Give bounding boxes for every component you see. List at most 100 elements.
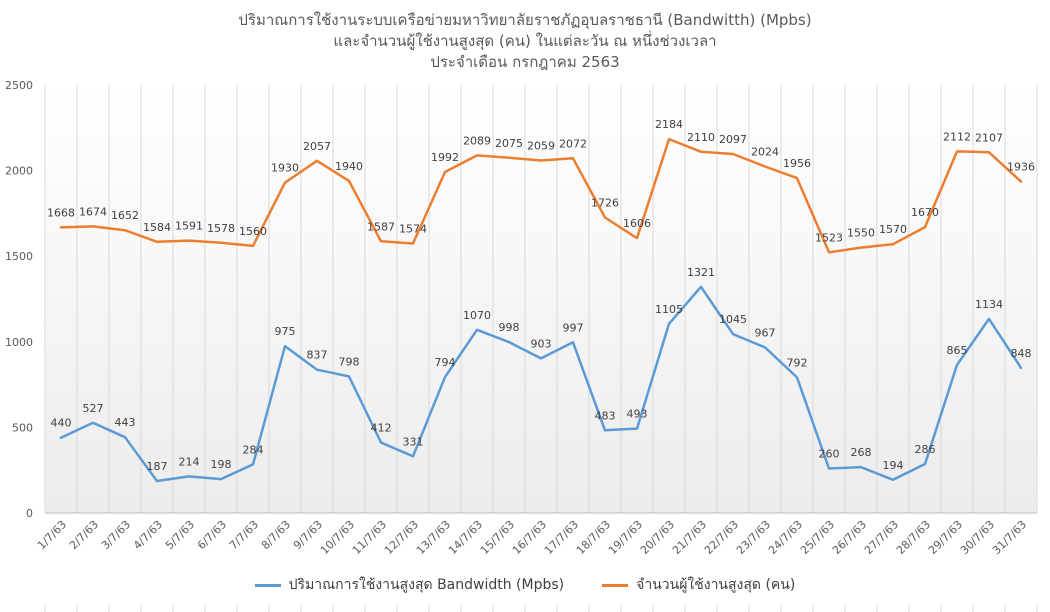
- data-label-bandwidth: 440: [51, 417, 72, 430]
- data-label-bandwidth: 1134: [975, 298, 1003, 311]
- data-label-users: 1956: [783, 157, 811, 170]
- x-tick-label: 25/7/63: [798, 518, 837, 557]
- legend-swatch-bandwidth: [254, 583, 281, 587]
- x-tick-label: 8/7/63: [259, 518, 293, 552]
- x-tick-label: 5/7/63: [163, 518, 197, 552]
- data-label-users: 1930: [271, 162, 299, 175]
- x-tick-label: 7/7/63: [227, 518, 261, 552]
- data-label-users: 1936: [1007, 161, 1035, 174]
- data-label-bandwidth: 286: [915, 443, 936, 456]
- data-label-users: 2059: [527, 139, 555, 152]
- legend-label-bandwidth: ปริมาณการใช้งานสูงสุด Bandwidth (Mpbs): [288, 577, 565, 593]
- y-tick-label: 2500: [5, 79, 33, 92]
- legend-item-bandwidth[interactable]: ปริมาณการใช้งานสูงสุด Bandwidth (Mpbs): [254, 574, 565, 596]
- data-label-users: 1587: [367, 220, 395, 233]
- data-label-users: 1584: [143, 221, 171, 234]
- x-tick-label: 20/7/63: [638, 518, 677, 557]
- data-label-users: 2107: [975, 131, 1003, 144]
- legend-label-users: จำนวนผู้ใช้งานสูงสุด (คน): [636, 577, 796, 593]
- series-line-users: [59, 137, 1023, 254]
- x-tick-label: 26/7/63: [830, 518, 869, 557]
- data-label-users: 2075: [495, 137, 523, 150]
- x-tick-label: 31/7/63: [990, 518, 1029, 557]
- data-label-users: 1578: [207, 222, 235, 235]
- data-label-bandwidth: 998: [499, 321, 520, 334]
- x-tick-label: 16/7/63: [510, 518, 549, 557]
- data-label-users: 1726: [591, 197, 619, 210]
- data-label-bandwidth: 214: [179, 455, 200, 468]
- data-label-users: 2089: [463, 134, 491, 147]
- data-label-bandwidth: 198: [211, 458, 232, 471]
- x-tick-label: 12/7/63: [382, 518, 421, 557]
- series-line-bandwidth: [59, 285, 1023, 483]
- x-tick-label: 19/7/63: [606, 518, 645, 557]
- data-label-bandwidth: 1321: [687, 266, 715, 279]
- data-label-bandwidth: 975: [275, 325, 296, 338]
- x-tick-label: 2/7/63: [67, 518, 101, 552]
- x-tick-label: 22/7/63: [702, 518, 741, 557]
- x-tick-label: 27/7/63: [862, 518, 901, 557]
- x-tick-label: 15/7/63: [478, 518, 517, 557]
- data-label-users: 2024: [751, 145, 779, 158]
- x-tick-label: 21/7/63: [670, 518, 709, 557]
- x-tick-label: 11/7/63: [350, 518, 389, 557]
- data-label-bandwidth: 997: [563, 321, 584, 334]
- data-label-bandwidth: 331: [403, 435, 424, 448]
- data-label-bandwidth: 798: [339, 355, 360, 368]
- data-label-users: 1674: [79, 205, 107, 218]
- data-label-users: 2057: [303, 140, 331, 153]
- data-label-users: 1652: [111, 209, 139, 222]
- data-label-users: 1992: [431, 151, 459, 164]
- data-label-bandwidth: 967: [755, 326, 776, 339]
- data-label-users: 1570: [879, 223, 907, 236]
- data-label-bandwidth: 848: [1011, 347, 1032, 360]
- data-label-bandwidth: 903: [531, 337, 552, 350]
- data-label-bandwidth: 412: [371, 421, 392, 434]
- x-tick-label: 6/7/63: [195, 518, 229, 552]
- x-tick-label: 10/7/63: [318, 518, 357, 557]
- data-label-bandwidth: 187: [147, 460, 168, 473]
- chart-title-line-2: และจำนวนผู้ใช้งานสูงสุด (คน) ในแต่ละวัน …: [333, 32, 717, 50]
- y-tick-label: 0: [26, 507, 33, 520]
- data-label-users: 1670: [911, 206, 939, 219]
- data-label-bandwidth: 527: [83, 402, 104, 415]
- x-tick-label: 1/7/63: [35, 518, 69, 552]
- data-label-users: 2110: [687, 131, 715, 144]
- legend: ปริมาณการใช้งานสูงสุด Bandwidth (Mpbs) จ…: [0, 574, 1050, 596]
- x-tick-label: 14/7/63: [446, 518, 485, 557]
- data-label-bandwidth: 1070: [463, 309, 491, 322]
- data-label-bandwidth: 284: [243, 443, 264, 456]
- data-label-bandwidth: 794: [435, 356, 456, 369]
- data-label-users: 1940: [335, 160, 363, 173]
- y-tick-label: 1500: [5, 250, 33, 263]
- data-label-bandwidth: 1105: [655, 303, 683, 316]
- data-label-bandwidth: 194: [883, 459, 904, 472]
- x-tick-label: 28/7/63: [894, 518, 933, 557]
- data-label-users: 2072: [559, 137, 587, 150]
- data-label-users: 1574: [399, 223, 427, 236]
- data-label-bandwidth: 792: [787, 356, 808, 369]
- data-label-users: 1523: [815, 231, 843, 244]
- y-tick-label: 1000: [5, 336, 33, 349]
- y-tick-label: 500: [12, 421, 33, 434]
- data-label-bandwidth: 483: [595, 409, 616, 422]
- x-tick-label: 18/7/63: [574, 518, 613, 557]
- legend-item-users[interactable]: จำนวนผู้ใช้งานสูงสุด (คน): [602, 574, 795, 596]
- x-tick-label: 24/7/63: [766, 518, 805, 557]
- data-label-users: 2112: [943, 130, 971, 143]
- chart-title-line-3: ประจำเดือน กรกฎาคม 2563: [430, 53, 620, 71]
- y-tick-label: 2000: [5, 165, 33, 178]
- data-label-users: 1560: [239, 225, 267, 238]
- x-tick-label: 13/7/63: [414, 518, 453, 557]
- x-tick-label: 30/7/63: [958, 518, 997, 557]
- data-label-users: 1606: [623, 217, 651, 230]
- x-tick-label: 4/7/63: [131, 518, 165, 552]
- data-label-users: 1550: [847, 227, 875, 240]
- chart-title-line-1: ปริมาณการใช้งานระบบเครือข่ายมหาวิทยาลัยร…: [238, 11, 812, 29]
- data-label-bandwidth: 443: [115, 416, 136, 429]
- legend-swatch-users: [602, 583, 629, 587]
- data-label-users: 1668: [47, 206, 75, 219]
- data-label-bandwidth: 493: [627, 408, 648, 421]
